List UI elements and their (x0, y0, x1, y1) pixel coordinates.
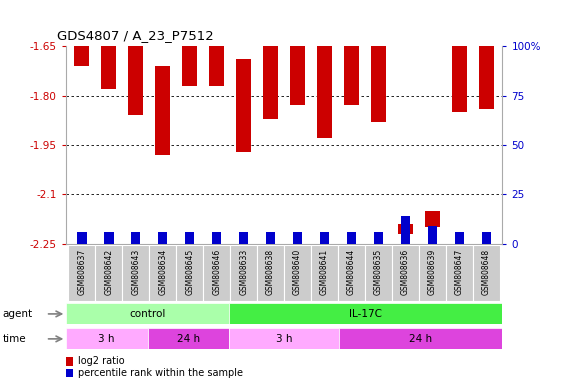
Text: GSM808646: GSM808646 (212, 249, 221, 295)
Text: GSM808641: GSM808641 (320, 249, 329, 295)
Bar (128, 0, 143, 115)
Text: 24 h: 24 h (177, 334, 200, 344)
Bar (104, 232, 114, 244)
FancyBboxPatch shape (203, 245, 230, 301)
Text: agent: agent (3, 309, 33, 319)
Bar (455, 232, 464, 244)
FancyBboxPatch shape (66, 328, 147, 349)
Bar (320, 232, 329, 244)
Text: GSM808639: GSM808639 (428, 249, 437, 295)
FancyBboxPatch shape (257, 245, 284, 301)
Bar (266, 232, 275, 244)
Text: GSM808635: GSM808635 (374, 249, 383, 295)
FancyBboxPatch shape (419, 245, 446, 301)
FancyBboxPatch shape (95, 245, 122, 301)
Text: log2 ratio: log2 ratio (78, 356, 124, 366)
FancyBboxPatch shape (338, 245, 365, 301)
Bar (452, 0, 467, 112)
Bar (236, 59, 251, 152)
Bar (428, 226, 437, 244)
Bar (77, 232, 87, 244)
Text: control: control (130, 309, 166, 319)
Bar (344, 0, 359, 106)
Bar (293, 232, 302, 244)
Text: GSM808642: GSM808642 (104, 249, 113, 295)
FancyBboxPatch shape (122, 245, 149, 301)
Text: time: time (3, 334, 26, 344)
Bar (371, 0, 386, 122)
Text: GDS4807 / A_23_P7512: GDS4807 / A_23_P7512 (57, 29, 214, 42)
Bar (185, 232, 194, 244)
Bar (290, 0, 305, 106)
Bar (347, 232, 356, 244)
Bar (401, 216, 410, 244)
Bar (131, 232, 140, 244)
Bar (317, 33, 332, 138)
FancyBboxPatch shape (147, 328, 230, 349)
FancyBboxPatch shape (365, 245, 392, 301)
Text: 3 h: 3 h (276, 334, 292, 344)
FancyBboxPatch shape (311, 245, 338, 301)
Text: 24 h: 24 h (409, 334, 432, 344)
Text: IL-17C: IL-17C (349, 309, 383, 319)
FancyBboxPatch shape (473, 245, 500, 301)
Text: GSM808645: GSM808645 (185, 249, 194, 295)
Bar (102, 0, 116, 89)
Text: GSM808633: GSM808633 (239, 249, 248, 295)
Bar (374, 232, 383, 244)
Text: GSM808640: GSM808640 (293, 249, 302, 295)
Text: 3 h: 3 h (98, 334, 115, 344)
Bar (158, 232, 167, 244)
Bar (74, 0, 89, 66)
Text: GSM808648: GSM808648 (482, 249, 491, 295)
FancyBboxPatch shape (66, 303, 230, 324)
FancyBboxPatch shape (392, 245, 419, 301)
FancyBboxPatch shape (230, 328, 339, 349)
Bar (481, 232, 491, 244)
Bar (239, 232, 248, 244)
FancyBboxPatch shape (446, 245, 473, 301)
Text: GSM808634: GSM808634 (158, 249, 167, 295)
FancyBboxPatch shape (284, 245, 311, 301)
Text: GSM808647: GSM808647 (455, 249, 464, 295)
Text: percentile rank within the sample: percentile rank within the sample (78, 368, 243, 378)
Text: GSM808636: GSM808636 (401, 249, 410, 295)
FancyBboxPatch shape (339, 328, 502, 349)
Bar (182, 0, 197, 86)
FancyBboxPatch shape (176, 245, 203, 301)
Bar (425, 211, 440, 227)
Bar (155, 66, 170, 155)
FancyBboxPatch shape (230, 245, 257, 301)
Bar (479, 0, 494, 109)
Text: GSM808637: GSM808637 (77, 249, 86, 295)
FancyBboxPatch shape (149, 245, 176, 301)
Bar (212, 232, 222, 244)
FancyBboxPatch shape (69, 245, 95, 301)
Bar (398, 224, 413, 234)
Bar (209, 0, 224, 86)
Text: GSM808643: GSM808643 (131, 249, 140, 295)
FancyBboxPatch shape (230, 303, 502, 324)
Text: GSM808644: GSM808644 (347, 249, 356, 295)
Text: GSM808638: GSM808638 (266, 249, 275, 295)
Bar (263, 0, 278, 119)
